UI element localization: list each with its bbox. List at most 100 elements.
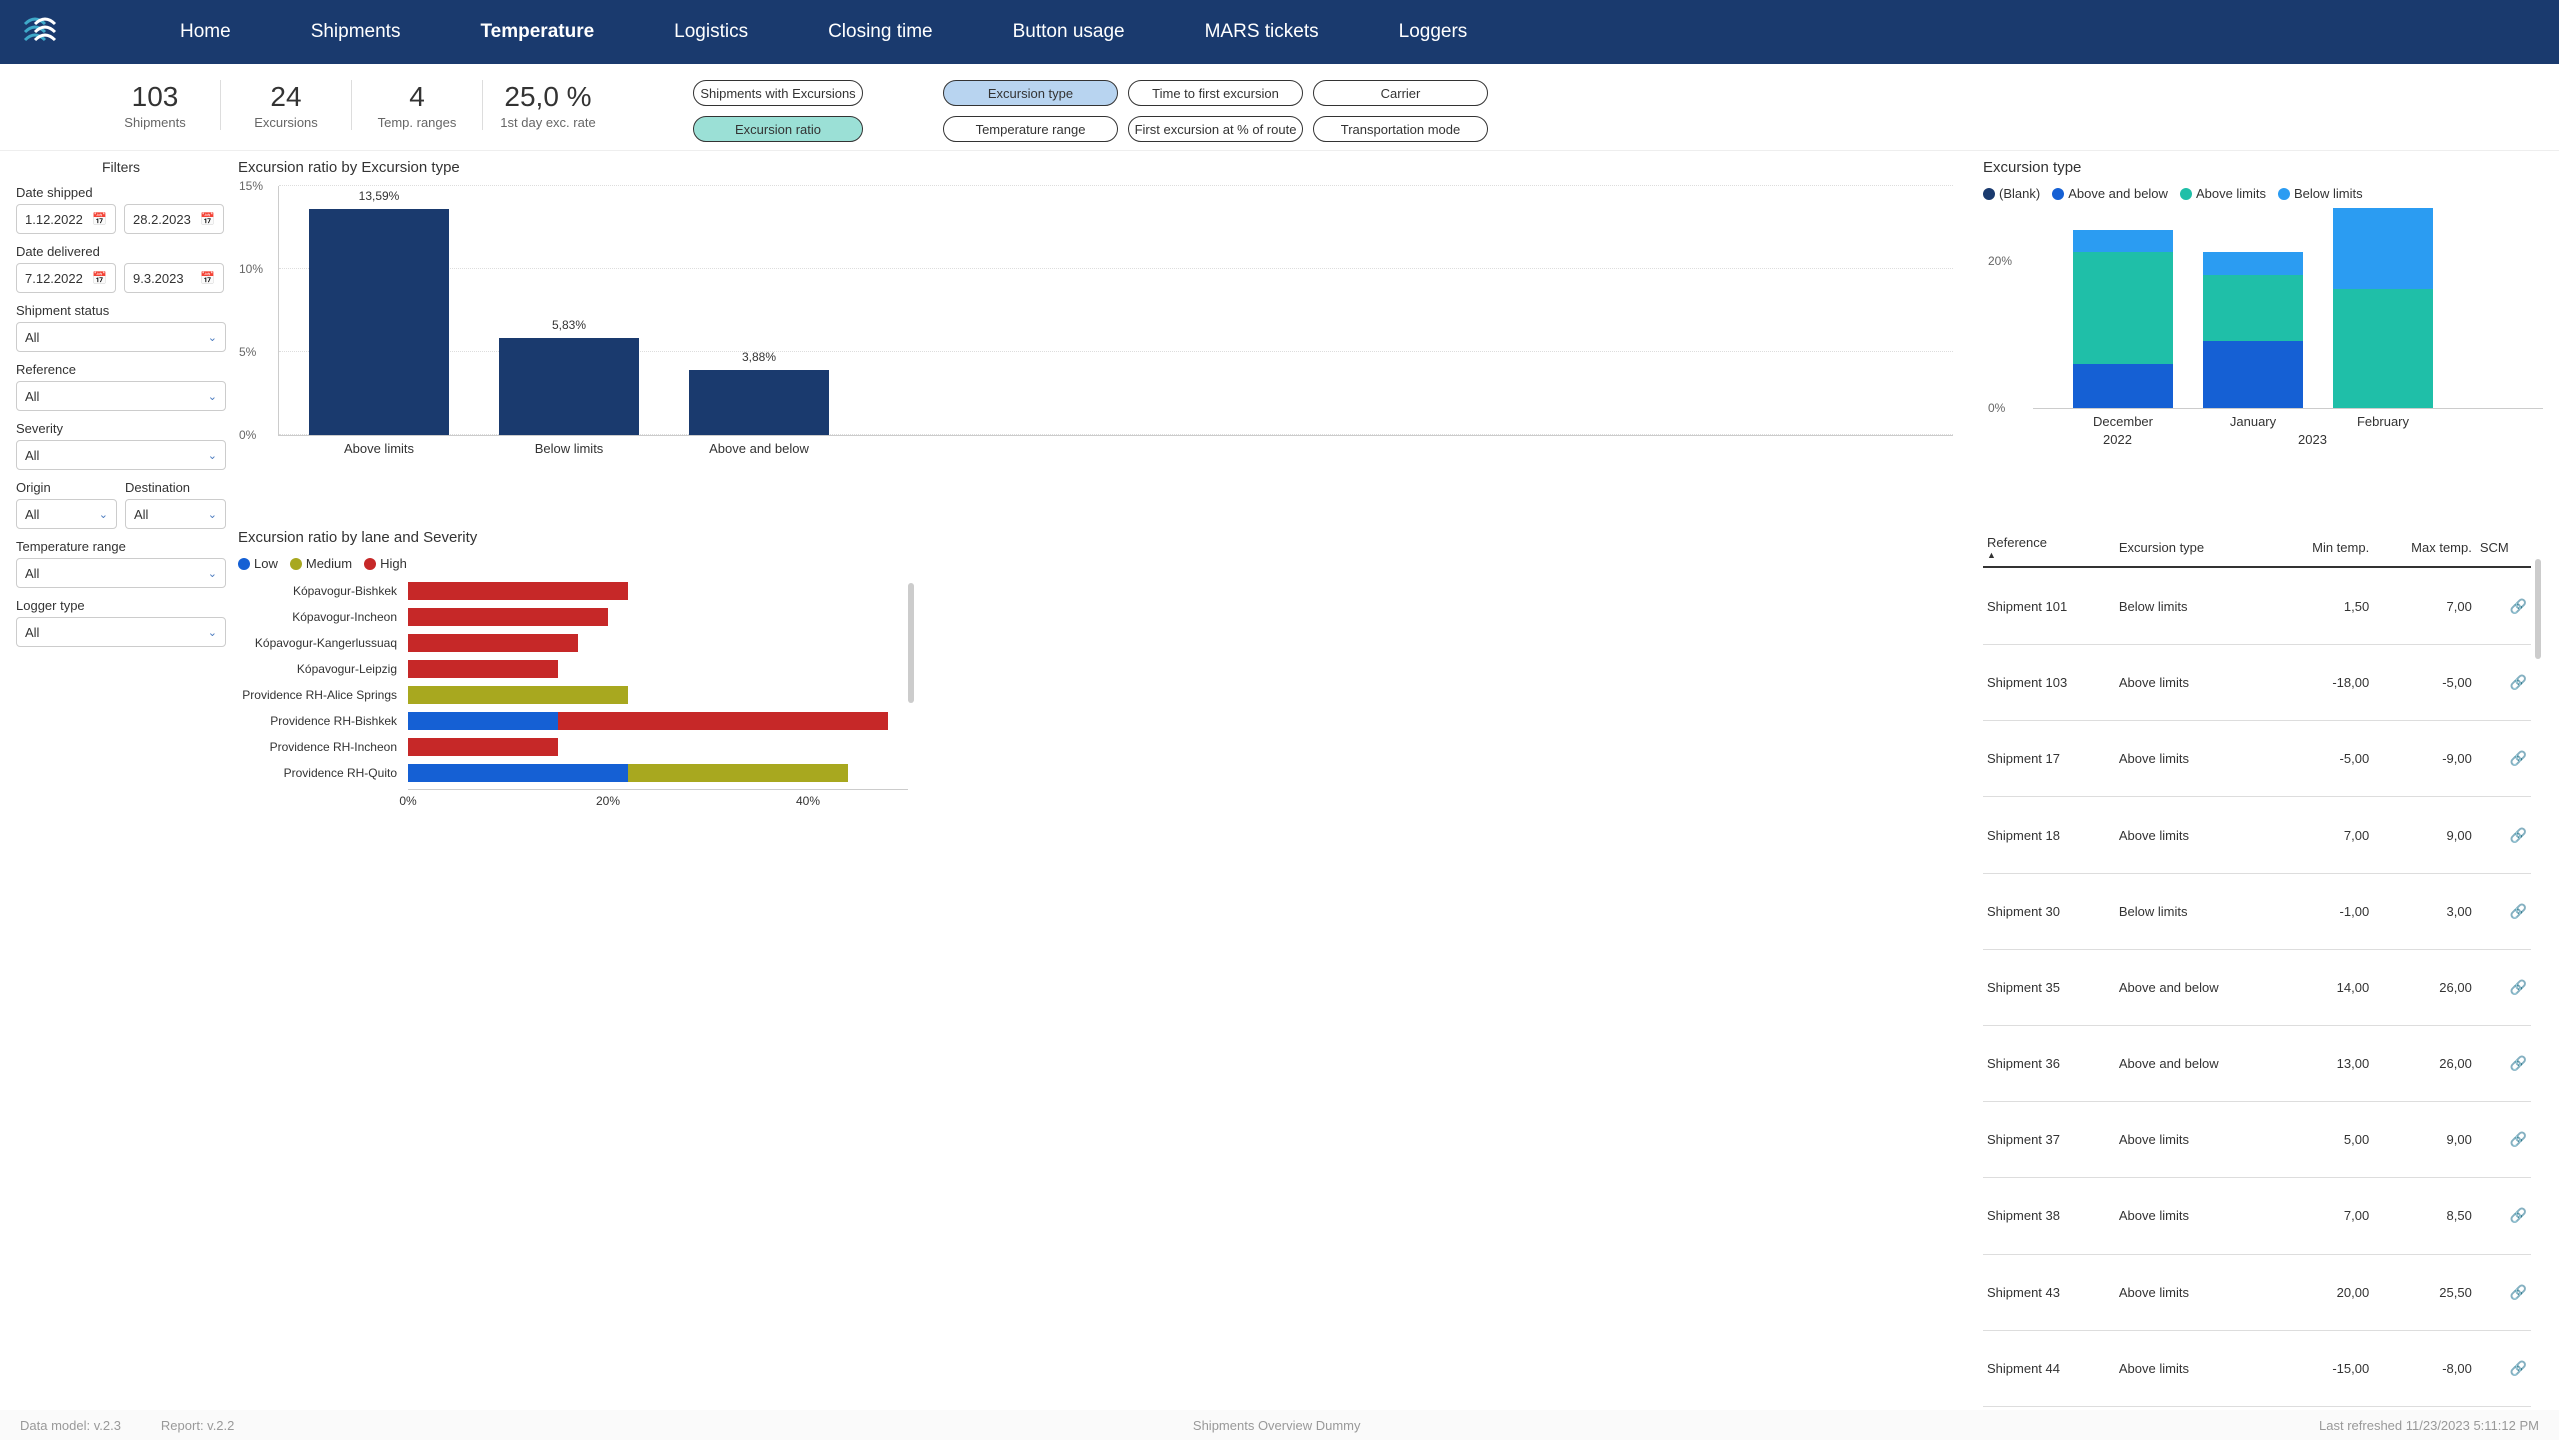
hbar-segment[interactable] [408, 764, 628, 782]
scm-link-icon[interactable]: 🔗 [2510, 1360, 2527, 1376]
filters-panel: Filters Date shipped 1.12.2022📅 28.2.202… [16, 159, 226, 1407]
cell-max-temp: -8,00 [2373, 1330, 2476, 1406]
stack-segment[interactable] [2073, 364, 2173, 408]
date-shipped-label: Date shipped [16, 185, 226, 200]
table-header[interactable]: Min temp. [2276, 529, 2373, 567]
hbar-segment[interactable] [408, 582, 628, 600]
nav-closing-time[interactable]: Closing time [828, 21, 933, 43]
x-axis-label: January [2193, 414, 2313, 429]
date-shipped-to[interactable]: 28.2.2023📅 [124, 204, 224, 234]
cell-excursion-type: Above and below [2115, 1025, 2276, 1101]
stack-segment[interactable] [2073, 252, 2173, 363]
nav-shipments[interactable]: Shipments [311, 21, 401, 43]
table-row[interactable]: Shipment 37Above limits5,009,00🔗 [1983, 1102, 2531, 1178]
table-row[interactable]: Shipment 101Below limits1,507,00🔗 [1983, 567, 2531, 645]
kpi-value: 24 [221, 81, 351, 113]
logger-type-dropdown[interactable]: All⌄ [16, 617, 226, 647]
origin-dropdown[interactable]: All⌄ [16, 499, 117, 529]
shipment-status-dropdown[interactable]: All⌄ [16, 322, 226, 352]
stack-segment[interactable] [2203, 341, 2303, 408]
toggle-time-to-first-excursion[interactable]: Time to first excursion [1128, 80, 1303, 106]
stack-segment[interactable] [2203, 275, 2303, 342]
stack-segment[interactable] [2333, 208, 2433, 289]
hbar-segment[interactable] [408, 660, 558, 678]
selector-shipments-with-excursions[interactable]: Shipments with Excursions [693, 80, 863, 106]
stack-segment[interactable] [2073, 230, 2173, 252]
legend-item[interactable]: Below limits [2278, 186, 2363, 201]
cell-excursion-type: Above limits [2115, 645, 2276, 721]
scm-link-icon[interactable]: 🔗 [2510, 1207, 2527, 1223]
selector-excursion-ratio[interactable]: Excursion ratio [693, 116, 863, 142]
scm-link-icon[interactable]: 🔗 [2510, 674, 2527, 690]
scm-link-icon[interactable]: 🔗 [2510, 903, 2527, 919]
table-row[interactable]: Shipment 38Above limits7,008,50🔗 [1983, 1178, 2531, 1254]
legend-item[interactable]: Above and below [2052, 186, 2168, 201]
scm-link-icon[interactable]: 🔗 [2510, 1055, 2527, 1071]
hbar-segment[interactable] [408, 634, 578, 652]
scm-link-icon[interactable]: 🔗 [2510, 750, 2527, 766]
stack-segment[interactable] [2203, 252, 2303, 274]
bar[interactable] [309, 209, 449, 436]
toggle-carrier[interactable]: Carrier [1313, 80, 1488, 106]
y-axis-tick: 5% [239, 345, 256, 359]
chevron-down-icon: ⌄ [99, 508, 108, 521]
legend-item[interactable]: Low [238, 556, 278, 571]
toggle-transportation-mode[interactable]: Transportation mode [1313, 116, 1488, 142]
table-row[interactable]: Shipment 43Above limits20,0025,50🔗 [1983, 1254, 2531, 1330]
nav-temperature[interactable]: Temperature [480, 21, 594, 43]
scrollbar[interactable] [2535, 559, 2541, 659]
nav-loggers[interactable]: Loggers [1399, 21, 1468, 43]
nav-logistics[interactable]: Logistics [674, 21, 748, 43]
cell-min-temp: -15,00 [2276, 1330, 2373, 1406]
table-row[interactable]: Shipment 44Above limits-15,00-8,00🔗 [1983, 1330, 2531, 1406]
date-shipped-from[interactable]: 1.12.2022📅 [16, 204, 116, 234]
scm-link-icon[interactable]: 🔗 [2510, 979, 2527, 995]
scm-link-icon[interactable]: 🔗 [2510, 1131, 2527, 1147]
legend-label: (Blank) [1999, 186, 2040, 201]
table-row[interactable]: Shipment 30Below limits-1,003,00🔗 [1983, 873, 2531, 949]
table-row[interactable]: Shipment 36Above and below13,0026,00🔗 [1983, 1025, 2531, 1101]
destination-dropdown[interactable]: All⌄ [125, 499, 226, 529]
nav-button-usage[interactable]: Button usage [1013, 21, 1125, 43]
hbar-segment[interactable] [408, 738, 558, 756]
hbar-segment[interactable] [408, 686, 628, 704]
date-delivered-to[interactable]: 9.3.2023📅 [124, 263, 224, 293]
table-row[interactable]: Shipment 17Above limits-5,00-9,00🔗 [1983, 721, 2531, 797]
toggle-excursion-type[interactable]: Excursion type [943, 80, 1118, 106]
reference-dropdown[interactable]: All⌄ [16, 381, 226, 411]
legend-item[interactable]: (Blank) [1983, 186, 2040, 201]
table-header[interactable]: Reference▲ [1983, 529, 2115, 567]
hbar-segment[interactable] [408, 608, 608, 626]
hbar-segment[interactable] [558, 712, 888, 730]
nav-mars-tickets[interactable]: MARS tickets [1205, 21, 1319, 43]
severity-dropdown[interactable]: All⌄ [16, 440, 226, 470]
table-header[interactable]: Max temp. [2373, 529, 2476, 567]
table-header[interactable]: SCM [2476, 529, 2531, 567]
table-row[interactable]: Shipment 18Above limits7,009,00🔗 [1983, 797, 2531, 873]
temp-range-dropdown[interactable]: All⌄ [16, 558, 226, 588]
scm-link-icon[interactable]: 🔗 [2510, 827, 2527, 843]
toggle-first-excursion-at-of-route[interactable]: First excursion at % of route [1128, 116, 1303, 142]
cell-reference: Shipment 18 [1983, 797, 2115, 873]
cell-max-temp: 8,50 [2373, 1178, 2476, 1254]
scm-link-icon[interactable]: 🔗 [2510, 598, 2527, 614]
legend-item[interactable]: High [364, 556, 407, 571]
bar[interactable] [689, 370, 829, 435]
table-row[interactable]: Shipment 103Above limits-18,00-5,00🔗 [1983, 645, 2531, 721]
nav-home[interactable]: Home [180, 21, 231, 43]
legend-label: Below limits [2294, 186, 2363, 201]
kpi-label: Excursions [221, 115, 351, 130]
table-row[interactable]: Shipment 35Above and below14,0026,00🔗 [1983, 949, 2531, 1025]
legend-item[interactable]: Above limits [2180, 186, 2266, 201]
table-header[interactable]: Excursion type [2115, 529, 2276, 567]
date-delivered-from[interactable]: 7.12.2022📅 [16, 263, 116, 293]
hbar-segment[interactable] [408, 712, 558, 730]
legend-item[interactable]: Medium [290, 556, 352, 571]
hbar-segment[interactable] [628, 764, 848, 782]
scrollbar[interactable] [908, 583, 914, 703]
kpi-label: Shipments [90, 115, 220, 130]
toggle-temperature-range[interactable]: Temperature range [943, 116, 1118, 142]
bar[interactable] [499, 338, 639, 435]
stack-segment[interactable] [2333, 289, 2433, 408]
scm-link-icon[interactable]: 🔗 [2510, 1284, 2527, 1300]
